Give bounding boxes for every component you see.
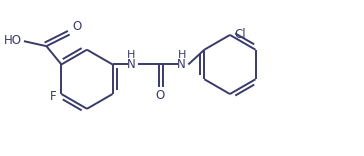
Text: F: F: [50, 90, 56, 103]
Text: H: H: [178, 50, 186, 60]
Text: O: O: [155, 89, 165, 102]
Text: O: O: [72, 20, 82, 33]
Text: HO: HO: [4, 34, 22, 47]
Text: H: H: [127, 50, 135, 60]
Text: N: N: [127, 58, 135, 71]
Text: N: N: [177, 58, 186, 71]
Text: Cl: Cl: [234, 28, 246, 41]
